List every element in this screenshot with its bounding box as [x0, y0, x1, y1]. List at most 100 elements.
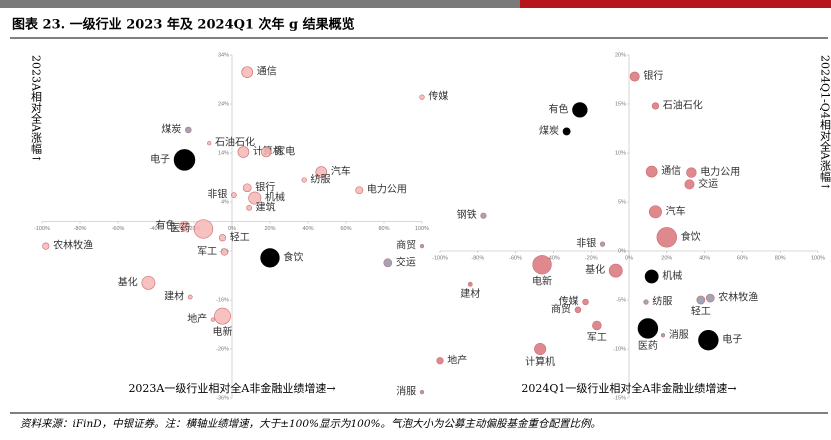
- x-axis-title: 2023A一级行业相对全A非金融业绩增速→: [128, 381, 335, 395]
- x-tick-label: 100%: [415, 226, 429, 232]
- bubble-label: 石油石化: [215, 136, 255, 149]
- bubble-label: 银行: [255, 180, 275, 193]
- y-tick-label: 0%: [618, 248, 626, 254]
- x-tick-label: -60%: [509, 255, 522, 261]
- bubble-label: 商贸: [396, 239, 416, 252]
- x-tick-label: 80%: [378, 226, 389, 232]
- bubble: [437, 357, 444, 364]
- bubble-label: 汽车: [331, 165, 351, 178]
- bubble: [261, 147, 271, 157]
- bubble: [468, 282, 472, 286]
- bubble-label: 通信: [257, 66, 277, 78]
- bubble: [420, 95, 425, 100]
- bubble-label: 地产: [447, 353, 467, 366]
- bubble: [247, 205, 252, 210]
- bubble: [356, 187, 363, 194]
- bubble: [575, 307, 581, 313]
- bubble: [697, 296, 705, 304]
- y-tick-label: -26%: [216, 346, 229, 352]
- x-tick-label: -100%: [432, 255, 448, 261]
- bubble-label: 有色: [548, 102, 568, 115]
- bubble: [600, 242, 605, 247]
- bubble-label: 军工: [587, 331, 607, 343]
- bubble: [661, 333, 665, 337]
- footer-note: 资料来源：iFinD，中银证券。注：横轴业绩增速，大于±100%显示为100%。…: [20, 418, 601, 430]
- bubble: [238, 146, 249, 157]
- bubble: [188, 295, 192, 299]
- bubble: [649, 206, 661, 218]
- bubble-label: 纺服: [652, 294, 672, 307]
- bubble: [698, 330, 718, 350]
- bubble-label: 医药: [638, 340, 658, 352]
- bubble: [706, 294, 714, 302]
- bubble: [219, 234, 226, 241]
- bubble-label: 电子: [722, 333, 742, 346]
- bubble: [243, 184, 251, 192]
- bubble: [207, 141, 211, 145]
- x-tick-label: 40%: [302, 226, 313, 232]
- bubble-label: 食饮: [681, 230, 701, 243]
- bubble: [583, 299, 589, 305]
- y-tick-label: 5%: [618, 199, 626, 205]
- bubble-label: 银行: [643, 69, 663, 82]
- x-tick-label: 0%: [625, 255, 633, 261]
- y-tick-label: 34%: [218, 52, 229, 58]
- figure-title: 图表 23. 一级行业 2023 年及 2024Q1 次年 g 结果概览: [12, 17, 355, 33]
- y-tick-label: 20%: [615, 52, 626, 58]
- bubble: [142, 276, 155, 289]
- bubble-label: 非银: [207, 188, 227, 201]
- bubble: [185, 127, 191, 133]
- bubble-label: 农林牧渔: [53, 239, 93, 252]
- bubble: [194, 220, 213, 239]
- x-tick-label: 100%: [811, 255, 825, 261]
- bubble-label: 商贸: [551, 302, 571, 315]
- y-tick-label: 24%: [218, 101, 229, 107]
- bubble-label: 农林牧渔: [718, 291, 758, 304]
- bubble: [481, 213, 487, 219]
- bubble: [211, 318, 215, 322]
- bubble-label: 电新: [213, 325, 233, 338]
- bubble-label: 军工: [197, 245, 217, 257]
- y-tick-label: -10%: [613, 346, 626, 352]
- y-tick-label: 15%: [615, 101, 626, 107]
- y-tick-label: -36%: [216, 395, 229, 401]
- bubble-label: 石油石化: [663, 98, 703, 111]
- bubble: [43, 243, 50, 250]
- top-bar-red: [520, 0, 831, 8]
- x-tick-label: -80%: [471, 255, 484, 261]
- bubble: [685, 180, 694, 189]
- bubble: [686, 168, 696, 178]
- bubble-label: 交运: [396, 255, 416, 268]
- bubble-label: 纺服: [311, 172, 331, 185]
- bubble: [563, 128, 570, 135]
- bubble: [420, 390, 424, 394]
- bubble-label: 钢铁: [457, 208, 477, 221]
- x-tick-label: 20%: [264, 226, 275, 232]
- bubble-label: 消服: [669, 328, 689, 341]
- bubble-label: 煤炭: [539, 124, 559, 137]
- bubble-label: 轻工: [691, 305, 711, 318]
- bubble-label: 基化: [118, 275, 138, 288]
- y-tick-label: 14%: [218, 150, 229, 156]
- bubble: [657, 227, 677, 247]
- x-tick-label: -60%: [112, 226, 125, 232]
- bubble-label: 轻工: [230, 230, 250, 243]
- bubble: [630, 72, 639, 81]
- x-tick-label: 60%: [737, 255, 748, 261]
- bubble: [261, 249, 280, 268]
- bubble: [214, 308, 230, 324]
- y-tick-label: 10%: [615, 150, 626, 156]
- bubble-label: 家电: [275, 145, 295, 158]
- bubble: [533, 255, 552, 274]
- y-axis-title: 2024Q1-Q4相对全A涨幅↑: [819, 55, 831, 191]
- y-axis-title: 2023A相对全A涨幅↑: [30, 55, 43, 163]
- x-tick-label: 40%: [699, 255, 710, 261]
- bubble-label: 交运: [698, 177, 718, 190]
- bubble-label: 消服: [396, 385, 416, 398]
- bubble: [644, 300, 649, 305]
- bubble: [302, 178, 307, 183]
- top-bar-gray: [0, 0, 520, 8]
- x-axis-title: 2024Q1一级行业相对全A非金融业绩增速→: [521, 381, 736, 395]
